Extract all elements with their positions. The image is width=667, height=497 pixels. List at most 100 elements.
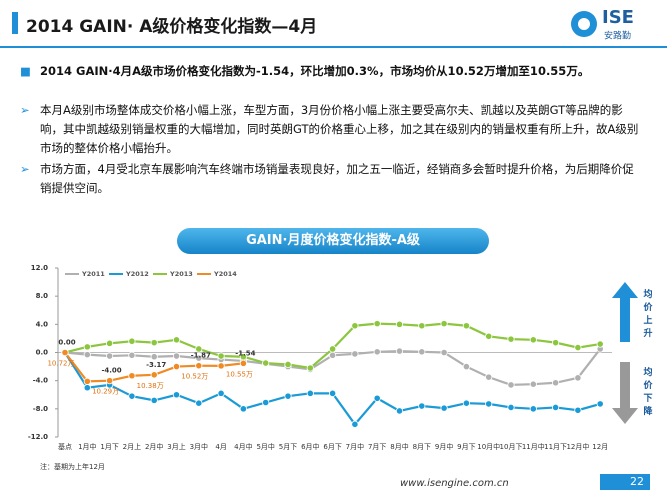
legend-label: Y2013 — [169, 270, 193, 278]
point — [529, 405, 537, 413]
point — [440, 320, 448, 328]
point — [284, 360, 292, 369]
x-tick-label: 3月中 — [190, 442, 208, 451]
point — [551, 339, 560, 347]
bullet-text: 2014 GAIN·4月A级市场价格变化指数为-1.54，环比增加0.3%，市场… — [40, 64, 590, 78]
point — [172, 336, 181, 344]
slide-title: 2014 GAIN· A级价格变化指数—4月 — [26, 17, 318, 37]
point — [128, 337, 136, 345]
point — [328, 351, 337, 359]
point — [217, 352, 225, 360]
point — [172, 391, 181, 399]
x-tick-label: 11月中 — [522, 442, 545, 451]
point — [150, 339, 158, 347]
point — [262, 359, 270, 367]
x-tick-label: 12月 — [592, 443, 608, 451]
point — [574, 343, 582, 352]
point — [217, 362, 225, 370]
x-tick-label: 9月中 — [435, 442, 453, 451]
point — [418, 402, 426, 410]
data-label: -3.17 — [146, 361, 166, 369]
y-tick-label: 8.0 — [36, 292, 49, 300]
point — [195, 354, 203, 362]
point — [106, 339, 114, 347]
up-arrow — [612, 282, 638, 342]
point — [462, 322, 470, 330]
point — [351, 322, 359, 330]
point — [306, 389, 314, 397]
point — [217, 389, 225, 397]
x-tick-label: 9月下 — [457, 443, 475, 451]
x-tick-label: 7月下 — [368, 443, 386, 451]
point — [373, 394, 381, 402]
point — [529, 336, 537, 344]
point — [128, 351, 136, 359]
point — [83, 343, 91, 351]
point — [150, 353, 158, 361]
point — [596, 340, 604, 348]
point — [128, 372, 136, 380]
point — [195, 345, 203, 353]
x-tick-label: 4月中 — [234, 442, 252, 451]
point — [195, 399, 203, 407]
point — [596, 400, 604, 408]
point — [485, 332, 493, 340]
header-accent — [12, 12, 18, 34]
point — [485, 373, 493, 381]
x-tick-label: 6月下 — [323, 443, 341, 451]
point — [507, 381, 515, 389]
y-tick-label: 0.0 — [36, 349, 49, 357]
y-tick-label: -4.0 — [33, 377, 48, 385]
y-tick-label: 4.0 — [36, 320, 49, 328]
point — [551, 403, 560, 412]
point — [507, 335, 515, 343]
point — [462, 362, 470, 371]
point — [373, 348, 381, 356]
point — [395, 347, 404, 355]
data-label: -1.54 — [235, 349, 255, 357]
chart: 12.0 8.0 4.0 0.0 -4.0 -8.0 -12.0 基点 1月中 1月下 2月上 2月中… — [28, 264, 654, 451]
point — [172, 352, 181, 360]
point — [462, 399, 470, 407]
point — [239, 359, 247, 367]
point — [485, 400, 493, 408]
x-tick-label: 10月下 — [500, 443, 523, 451]
legend-label: Y2012 — [125, 270, 149, 278]
data-label: -1.87 — [191, 352, 211, 360]
point — [351, 350, 359, 358]
x-tick-label: 8月下 — [413, 443, 431, 451]
x-tick-label: 8月中 — [390, 442, 408, 451]
logo: ISE 安路勤 — [571, 7, 634, 42]
point — [440, 348, 448, 357]
x-tick-label: 5月中 — [256, 442, 274, 451]
point — [328, 389, 337, 397]
x-tick-label: 7月中 — [346, 442, 364, 451]
y-tick-label: -12.0 — [28, 433, 48, 441]
annotation: 10.72万 — [47, 360, 74, 368]
bullet: ■ 2014 GAIN·4月A级市场价格变化指数为-1.54，环比增加0.3%，市… — [20, 64, 590, 78]
point — [440, 404, 448, 412]
annotation: 10.29万 — [92, 388, 119, 396]
point — [150, 396, 158, 404]
annotation: 10.52万 — [181, 373, 208, 381]
point — [83, 377, 91, 385]
annotation: 10.38万 — [137, 382, 164, 390]
point — [395, 407, 404, 415]
y-tick-label: -8.0 — [33, 405, 48, 413]
x-tick-label: 5月下 — [279, 443, 297, 451]
point — [551, 379, 560, 387]
x-tick-label: 11月下 — [544, 443, 567, 451]
legend-label: Y2014 — [213, 270, 237, 278]
x-tick-label: 2月中 — [145, 442, 163, 451]
side-label: 均价下降 — [643, 366, 653, 417]
logo-text: ISE — [602, 7, 634, 28]
point — [284, 392, 292, 400]
point — [106, 352, 114, 360]
logo-sub: 安路勤 — [604, 30, 631, 42]
point — [328, 345, 337, 353]
point — [507, 403, 515, 412]
point — [529, 380, 537, 388]
point — [395, 320, 404, 328]
side-label: 均价上升 — [643, 288, 653, 339]
